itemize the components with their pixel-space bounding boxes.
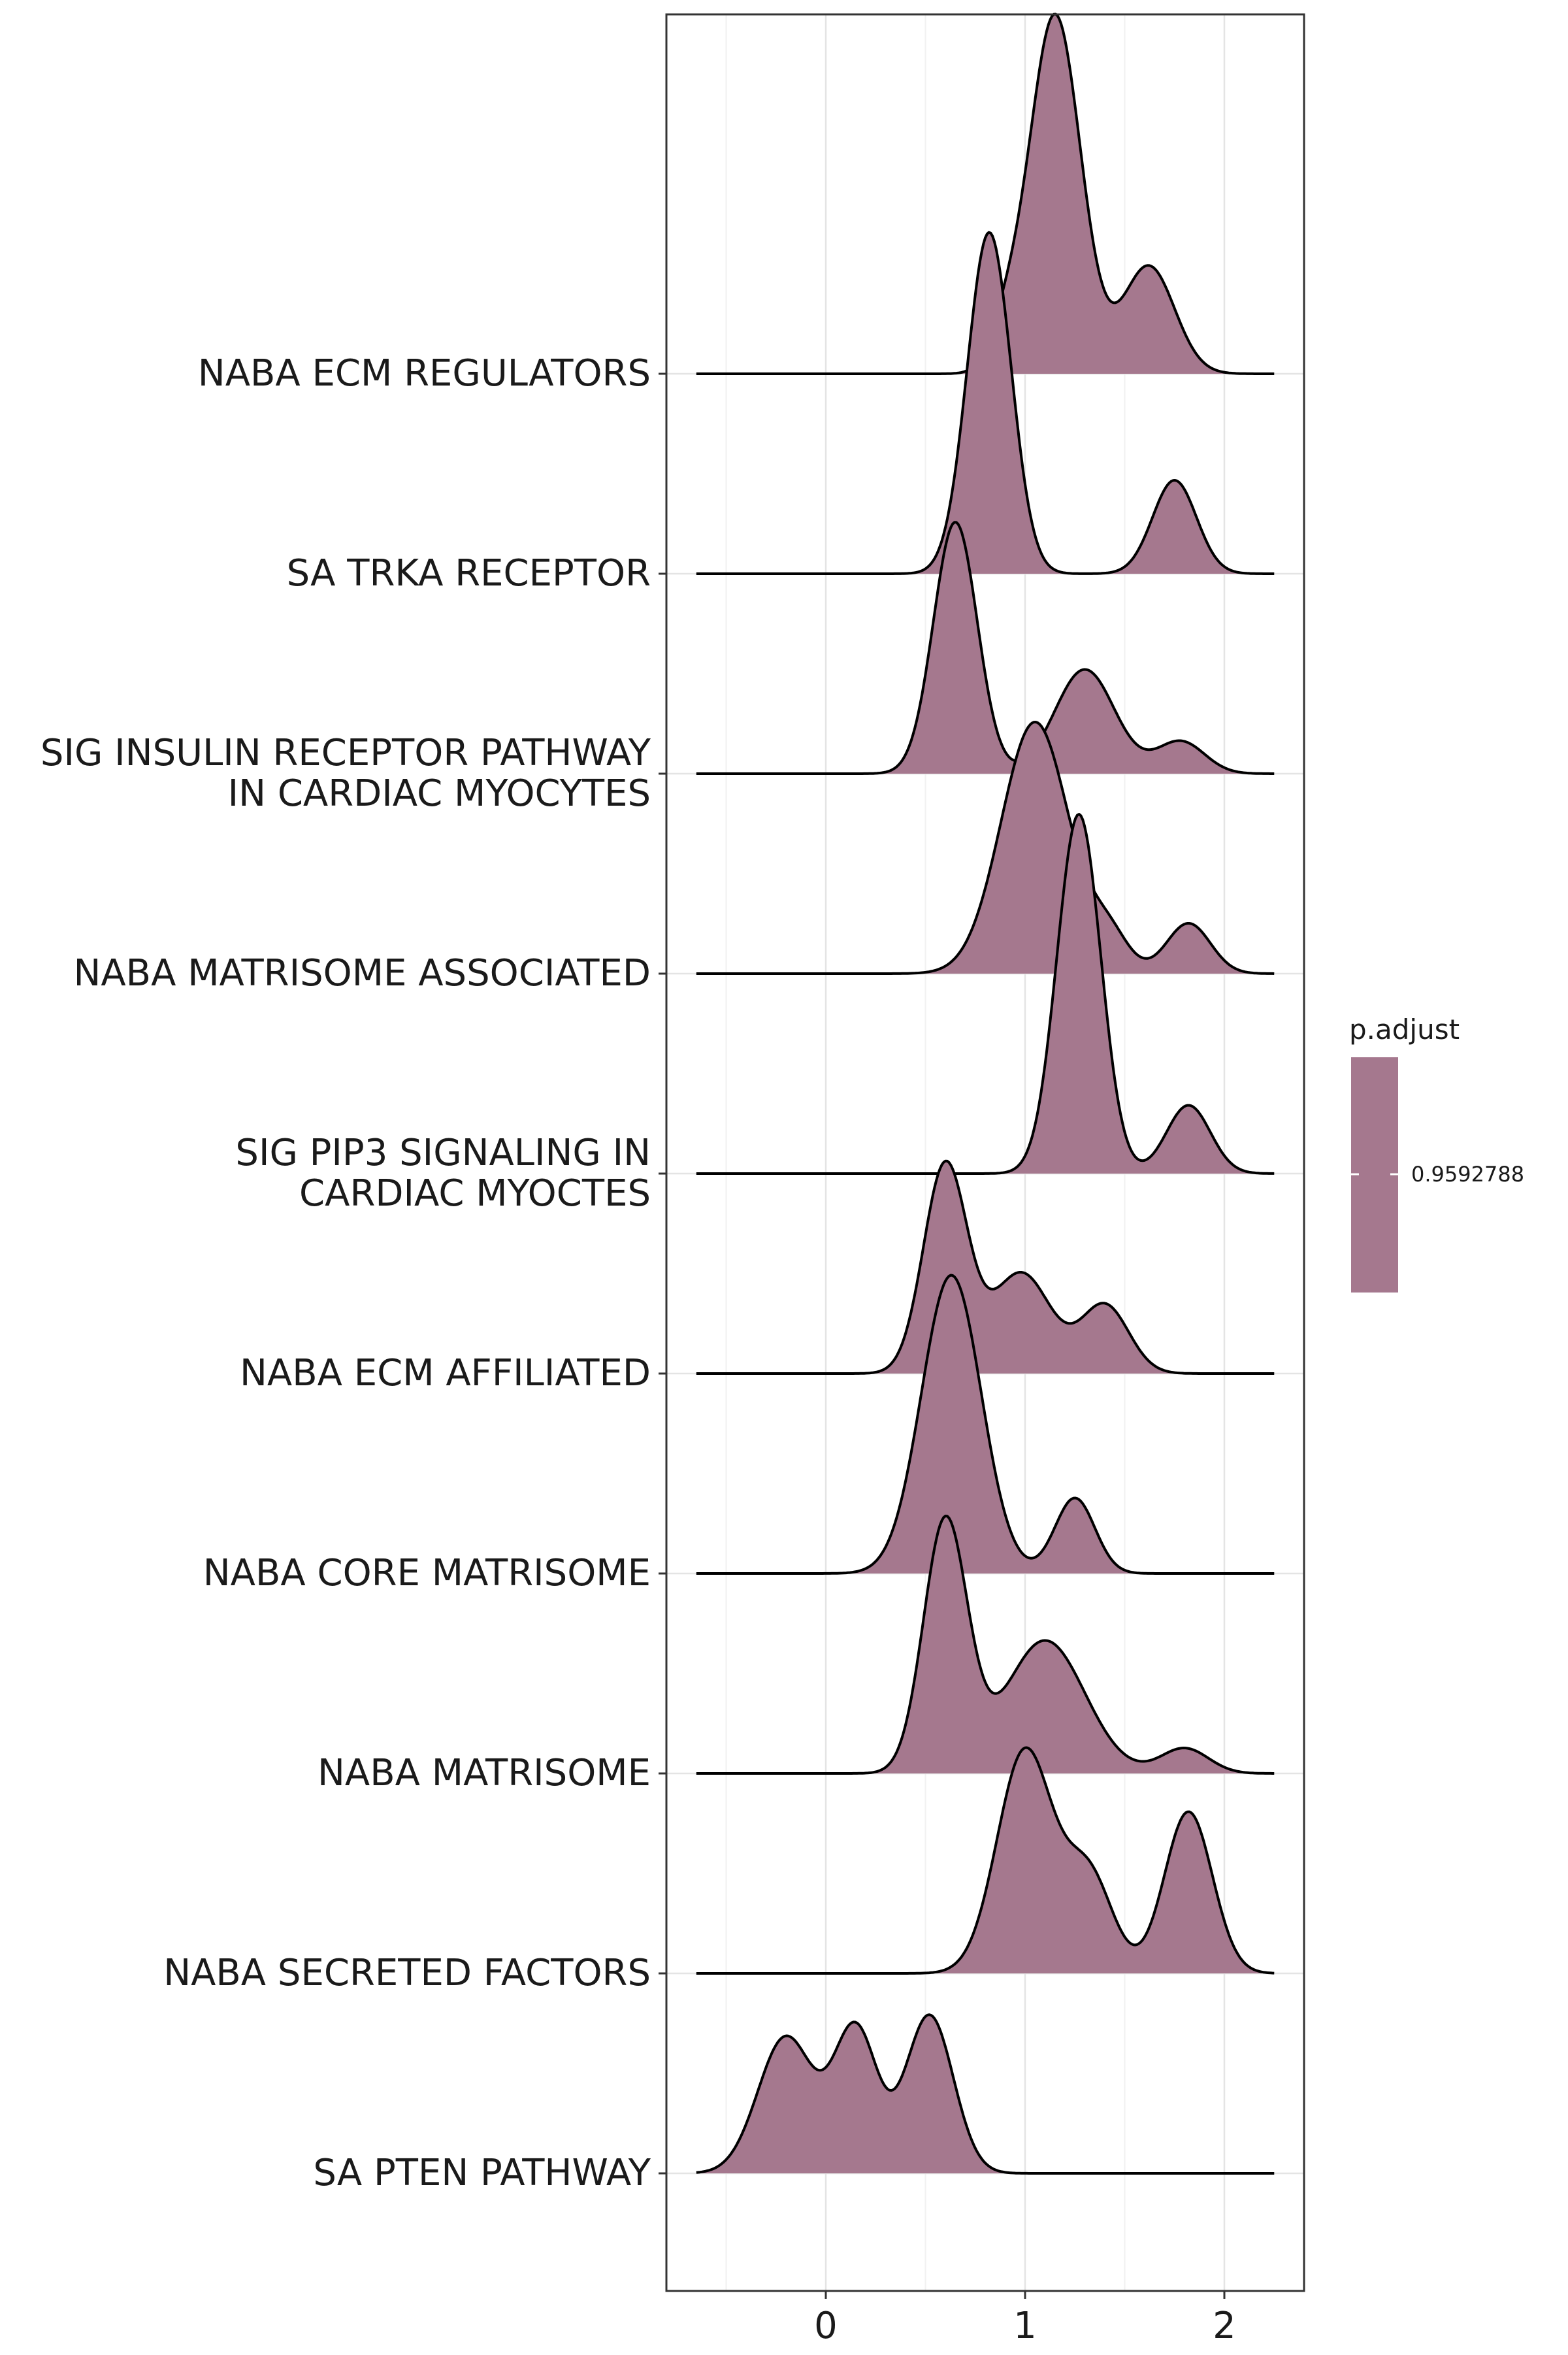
ridge-line xyxy=(696,1746,1275,1975)
ridge-area xyxy=(696,1747,1275,1973)
x-tick-label: 0 xyxy=(814,2305,838,2347)
panel-border xyxy=(665,13,1305,2292)
ridge-area xyxy=(696,1161,1275,1374)
ridge-line xyxy=(696,1274,1275,1575)
ridge-area xyxy=(696,722,1275,974)
ridge-layer xyxy=(696,12,1275,2175)
ridge-line xyxy=(696,521,1275,775)
y-tick-label: IN CARDIAC MYOCYTES xyxy=(228,772,651,815)
ridge-line xyxy=(696,721,1275,975)
y-tick-label: NABA MATRISOME ASSOCIATED xyxy=(73,952,651,995)
y-tick-label: NABA CORE MATRISOME xyxy=(203,1552,651,1594)
x-tick-label: 1 xyxy=(1013,2305,1037,2347)
y-tick-label: CARDIAC MYOCTES xyxy=(299,1172,651,1215)
ridge-line xyxy=(696,2013,1275,2175)
y-tick-label: NABA SECRETED FACTORS xyxy=(163,1952,651,1994)
ridge-line xyxy=(696,813,1275,1175)
legend: p.adjust 0.9592788 xyxy=(1349,1013,1524,1293)
y-tick-label: SIG PIP3 SIGNALING IN xyxy=(235,1132,651,1174)
ridge-area xyxy=(696,232,1275,574)
ridge-line xyxy=(696,1159,1275,1375)
x-tick-label: 2 xyxy=(1213,2305,1236,2347)
ridge-area xyxy=(696,1516,1275,1773)
y-tick-label: SIG INSULIN RECEPTOR PATHWAY xyxy=(41,732,651,774)
ridge-line xyxy=(696,231,1275,575)
y-tick-label: SA PTEN PATHWAY xyxy=(313,2152,651,2194)
ridge-line xyxy=(696,1515,1275,1775)
y-tick-label: NABA ECM AFFILIATED xyxy=(240,1352,651,1394)
ridge-area xyxy=(696,522,1275,774)
legend-label: 0.9592788 xyxy=(1411,1162,1524,1187)
y-tick-label: NABA ECM REGULATORS xyxy=(198,352,651,395)
legend-title: p.adjust xyxy=(1349,1013,1460,1046)
y-tick-label: NABA MATRISOME xyxy=(318,1752,651,1794)
ridge-area xyxy=(696,2015,1275,2173)
axis-layer: NABA ECM REGULATORS SA TRKA RECEPTOR SIG I… xyxy=(41,13,1305,2347)
y-tick-label: SA TRKA RECEPTOR xyxy=(287,552,651,595)
